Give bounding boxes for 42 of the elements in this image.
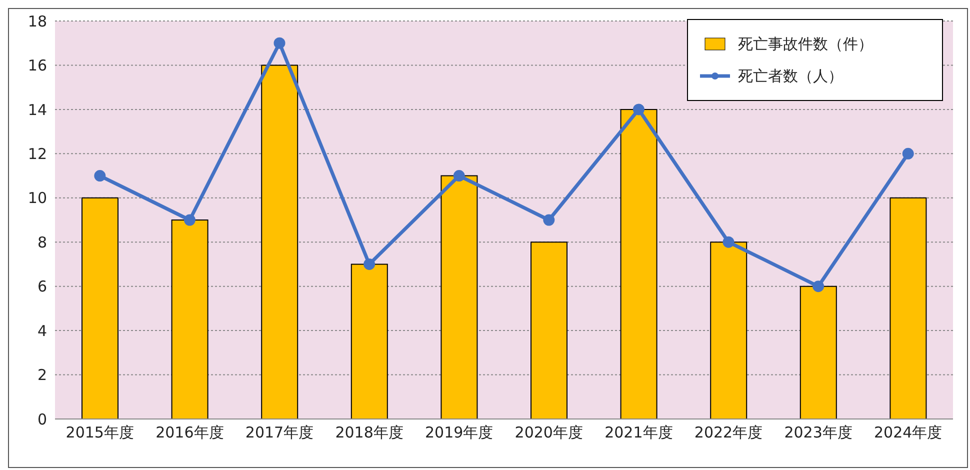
x-tick-label: 2024年度	[874, 424, 942, 442]
bar	[350, 264, 388, 419]
point	[94, 170, 106, 182]
point	[184, 214, 196, 226]
x-tick-label: 2017年度	[245, 424, 314, 442]
legend-label: 死亡者数（人）	[738, 66, 843, 87]
bar	[620, 108, 658, 419]
point	[274, 37, 286, 49]
y-tick-label: 6	[37, 278, 47, 296]
y-tick-label: 16	[28, 56, 47, 75]
bar	[261, 64, 298, 419]
y-tick-label: 4	[37, 322, 47, 340]
point	[364, 258, 376, 270]
point	[632, 104, 644, 116]
y-tick-label: 14	[28, 100, 47, 119]
bar	[530, 242, 568, 419]
x-tick-label: 2016年度	[156, 424, 224, 442]
bar	[890, 197, 927, 419]
point	[453, 170, 465, 182]
bar	[82, 197, 118, 419]
x-tick-label: 2022年度	[694, 424, 763, 442]
x-tick-label: 2019年度	[425, 424, 494, 442]
point	[543, 214, 555, 226]
x-tick-label: 2020年度	[514, 424, 583, 442]
y-tick-label: 0	[37, 410, 47, 428]
point	[722, 236, 734, 248]
bar	[800, 286, 837, 419]
point	[902, 148, 914, 160]
legend-label: 死亡事故件数（件）	[738, 34, 873, 55]
bar	[710, 242, 748, 419]
point	[812, 280, 824, 292]
y-tick-label: 10	[28, 189, 47, 208]
y-tick-label: 18	[28, 12, 47, 30]
y-tick-label: 12	[28, 144, 47, 163]
x-tick-label: 2021年度	[604, 424, 673, 442]
x-tick-label: 2023年度	[784, 424, 852, 442]
x-tick-label: 2018年度	[335, 424, 404, 442]
y-tick-label: 2	[37, 366, 47, 384]
y-tick-label: 8	[37, 233, 47, 252]
x-tick-label: 2015年度	[66, 424, 134, 442]
bar	[171, 220, 208, 419]
bar	[440, 175, 478, 419]
